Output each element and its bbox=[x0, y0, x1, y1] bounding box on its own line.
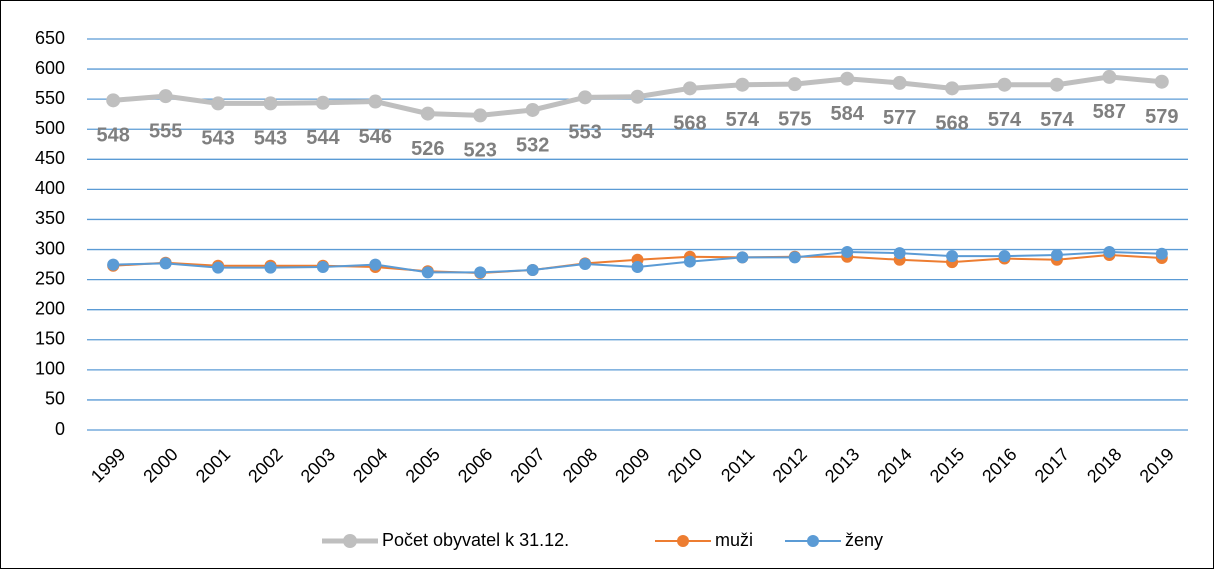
data-point bbox=[998, 250, 1011, 263]
data-point bbox=[946, 250, 959, 263]
data-point bbox=[578, 90, 593, 105]
y-tick-label: 50 bbox=[45, 389, 65, 409]
data-point bbox=[264, 261, 277, 274]
data-point bbox=[788, 251, 801, 264]
y-tick-label: 100 bbox=[35, 359, 65, 379]
data-point bbox=[369, 258, 382, 271]
data-label: 574 bbox=[1040, 109, 1074, 131]
data-point bbox=[682, 81, 697, 96]
data-point bbox=[474, 266, 487, 279]
y-tick-label: 200 bbox=[35, 298, 65, 318]
y-tick-label: 650 bbox=[35, 28, 65, 48]
data-point bbox=[368, 94, 383, 109]
data-point bbox=[631, 260, 644, 273]
data-label: 546 bbox=[359, 126, 392, 148]
data-point bbox=[158, 89, 173, 104]
data-label: 544 bbox=[306, 127, 340, 149]
data-label: 555 bbox=[149, 120, 182, 142]
data-label: 568 bbox=[935, 113, 968, 135]
data-point bbox=[735, 77, 750, 92]
data-point bbox=[736, 251, 749, 264]
data-label: 543 bbox=[254, 128, 287, 150]
data-label: 577 bbox=[883, 107, 916, 129]
data-label: 575 bbox=[778, 108, 811, 130]
data-point bbox=[525, 102, 540, 117]
y-tick-label: 300 bbox=[35, 238, 65, 258]
y-tick-label: 550 bbox=[35, 88, 65, 108]
data-point bbox=[841, 245, 854, 258]
data-label: 574 bbox=[988, 109, 1022, 131]
y-tick-label: 400 bbox=[35, 178, 65, 198]
y-tick-label: 450 bbox=[35, 148, 65, 168]
data-point bbox=[1155, 247, 1168, 260]
data-point bbox=[263, 96, 278, 111]
legend-label: ženy bbox=[845, 530, 883, 550]
data-point bbox=[159, 257, 172, 270]
data-label: 532 bbox=[516, 134, 549, 156]
data-point bbox=[1050, 248, 1063, 261]
data-label: 543 bbox=[201, 128, 234, 150]
data-point bbox=[1154, 74, 1169, 89]
data-point bbox=[106, 93, 121, 108]
y-tick-label: 350 bbox=[35, 208, 65, 228]
data-point bbox=[1103, 245, 1116, 258]
legend-label: Počet obyvatel k 31.12. bbox=[382, 530, 569, 550]
y-tick-label: 600 bbox=[35, 58, 65, 78]
data-label: 554 bbox=[621, 121, 655, 143]
data-point bbox=[420, 106, 435, 121]
data-point bbox=[1102, 69, 1117, 84]
y-tick-label: 500 bbox=[35, 118, 65, 138]
data-point bbox=[945, 81, 960, 96]
data-label: 587 bbox=[1093, 101, 1126, 123]
data-label: 584 bbox=[831, 103, 865, 125]
data-point bbox=[840, 71, 855, 86]
data-label: 526 bbox=[411, 138, 444, 160]
data-point bbox=[315, 95, 330, 110]
legend-marker bbox=[677, 535, 689, 547]
data-point bbox=[473, 108, 488, 123]
data-point bbox=[997, 77, 1012, 92]
data-point bbox=[212, 261, 225, 274]
data-label: 548 bbox=[97, 125, 130, 147]
data-point bbox=[579, 257, 592, 270]
data-label: 568 bbox=[673, 113, 706, 135]
data-point bbox=[1049, 77, 1064, 92]
legend-marker bbox=[343, 534, 357, 548]
legend-marker bbox=[807, 535, 819, 547]
data-label: 553 bbox=[568, 122, 601, 144]
data-label: 574 bbox=[726, 109, 760, 131]
data-point bbox=[421, 266, 434, 279]
data-point bbox=[316, 260, 329, 273]
data-label: 523 bbox=[464, 140, 497, 162]
data-point bbox=[526, 263, 539, 276]
data-point bbox=[892, 75, 907, 90]
data-label: 579 bbox=[1145, 106, 1178, 128]
data-point bbox=[630, 89, 645, 104]
data-point bbox=[683, 255, 696, 268]
data-point bbox=[107, 258, 120, 271]
data-point bbox=[893, 247, 906, 260]
data-point bbox=[787, 77, 802, 92]
y-tick-label: 0 bbox=[55, 419, 65, 439]
y-tick-label: 250 bbox=[35, 268, 65, 288]
data-point bbox=[211, 96, 226, 111]
y-tick-label: 150 bbox=[35, 329, 65, 349]
legend-label: muži bbox=[715, 530, 753, 550]
